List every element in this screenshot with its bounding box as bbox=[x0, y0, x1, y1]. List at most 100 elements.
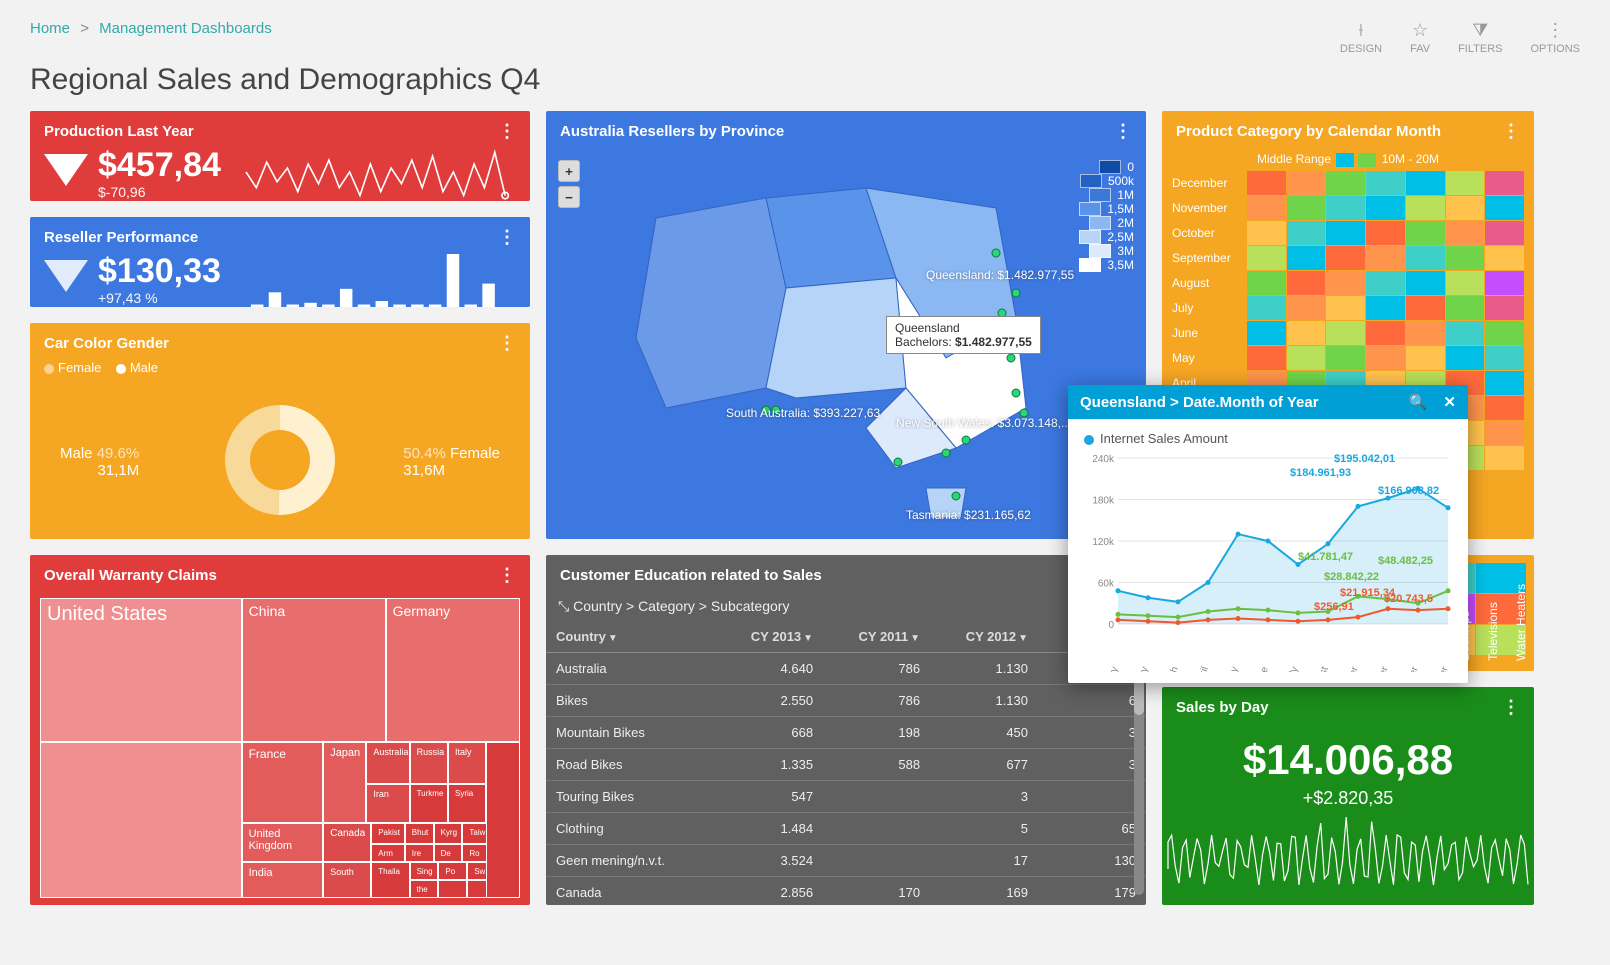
column-header[interactable]: Country▼ bbox=[546, 621, 715, 653]
card-menu-icon[interactable]: ⋮ bbox=[498, 227, 516, 248]
drill-popup: Queensland > Date.Month of Year 🔍 ✕ Inte… bbox=[1068, 385, 1468, 683]
treemap-node[interactable] bbox=[40, 742, 242, 898]
donut-male-label: Male 49.6% 31,1M bbox=[60, 445, 139, 479]
svg-text:120k: 120k bbox=[1092, 537, 1115, 548]
svg-text:$41.781,47: $41.781,47 bbox=[1298, 551, 1353, 563]
toolbar: ⟊DESIGN ☆FAV ⧩FILTERS ⋮OPTIONS bbox=[1340, 20, 1580, 55]
breadcrumb-dashboards[interactable]: Management Dashboards bbox=[99, 20, 272, 37]
treemap-node[interactable]: Pakist bbox=[371, 823, 405, 844]
card-menu-icon[interactable]: ⋮ bbox=[1502, 121, 1520, 142]
treemap-node[interactable]: United Kingdom bbox=[242, 823, 324, 862]
card-sales-by-day: Sales by Day ⋮ $14.006,88 +$2.820,35 bbox=[1162, 687, 1534, 905]
svg-text:August: August bbox=[1310, 665, 1331, 672]
treemap-node[interactable]: Canada bbox=[323, 823, 371, 862]
table-row[interactable]: Australia4.6407861.130156 bbox=[546, 653, 1146, 685]
treemap-node[interactable]: India bbox=[242, 862, 324, 898]
svg-text:$256,91: $256,91 bbox=[1314, 601, 1354, 613]
kpi-delta: +97,43 % bbox=[98, 290, 221, 306]
table-row[interactable]: Clothing1.484565 bbox=[546, 813, 1146, 845]
svg-text:60k: 60k bbox=[1098, 579, 1115, 590]
svg-text:January: January bbox=[1098, 665, 1121, 672]
kpi-value: $457,84 bbox=[98, 148, 221, 182]
treemap-node[interactable]: South bbox=[323, 862, 371, 898]
table-breadcrumb[interactable]: ⤡ Country > Category > Subcategory bbox=[546, 592, 1146, 621]
card-production: Production Last Year ⋮ $457,84 $-70,96 bbox=[30, 111, 530, 201]
search-icon[interactable]: 🔍 bbox=[1409, 394, 1428, 411]
treemap-node[interactable]: Germany bbox=[386, 598, 520, 742]
donut-legend: Female Male bbox=[30, 360, 530, 375]
column-header[interactable]: CY 2011▼ bbox=[823, 621, 930, 653]
column-header[interactable]: CY 2013▼ bbox=[715, 621, 823, 653]
options-button[interactable]: ⋮OPTIONS bbox=[1530, 20, 1580, 55]
sales-value: $14.006,88 bbox=[1172, 736, 1524, 784]
treemap-node[interactable]: Kyrg bbox=[434, 823, 463, 844]
popup-legend: Internet Sales Amount bbox=[1084, 431, 1452, 446]
design-button[interactable]: ⟊DESIGN bbox=[1340, 20, 1382, 55]
breadcrumb-home[interactable]: Home bbox=[30, 20, 70, 37]
treemap[interactable]: United StatesChinaGermany FranceJapanAust… bbox=[40, 598, 520, 898]
treemap-node[interactable]: Russia bbox=[410, 742, 448, 784]
treemap-node[interactable]: Japan bbox=[323, 742, 366, 823]
close-icon[interactable]: ✕ bbox=[1443, 394, 1456, 411]
card-menu-icon[interactable]: ⋮ bbox=[498, 121, 516, 142]
treemap-node[interactable]: the bbox=[410, 880, 439, 898]
treemap-node[interactable]: Sing bbox=[410, 862, 439, 880]
card-menu-icon[interactable]: ⋮ bbox=[1502, 697, 1520, 718]
treemap-node[interactable]: Ire bbox=[405, 844, 434, 862]
treemap-node[interactable]: United States bbox=[40, 598, 242, 742]
svg-text:180k: 180k bbox=[1092, 496, 1115, 507]
treemap-node[interactable]: Syria bbox=[448, 784, 486, 823]
card-menu-icon[interactable]: ⋮ bbox=[498, 565, 516, 586]
card-car-color-gender: Car Color Gender ⋮ Female Male Male 49.6… bbox=[30, 323, 530, 539]
scrollbar[interactable] bbox=[1134, 665, 1144, 895]
treemap-node[interactable] bbox=[486, 742, 520, 898]
table-row[interactable]: Canada2.856170169179 bbox=[546, 877, 1146, 906]
data-table: Country▼CY 2013▼CY 2011▼CY 2012▼CY 2014▼… bbox=[546, 621, 1146, 905]
treemap-node[interactable]: Thaila bbox=[371, 862, 409, 898]
svg-text:240k: 240k bbox=[1092, 454, 1115, 465]
svg-text:September: September bbox=[1334, 665, 1361, 672]
fav-button[interactable]: ☆FAV bbox=[1410, 20, 1430, 55]
sales-sparkline bbox=[1162, 815, 1534, 905]
treemap-node[interactable]: China bbox=[242, 598, 386, 742]
design-icon: ⟊ bbox=[1340, 20, 1382, 41]
card-menu-icon[interactable]: ⋮ bbox=[1114, 121, 1132, 142]
svg-text:0: 0 bbox=[1108, 620, 1114, 631]
treemap-node[interactable]: Iran bbox=[366, 784, 409, 823]
treemap-node[interactable]: Australia bbox=[366, 742, 409, 784]
page-title: Regional Sales and Demographics Q4 bbox=[30, 63, 1580, 97]
card-title: Overall Warranty Claims bbox=[44, 567, 217, 584]
treemap-node[interactable]: Po bbox=[438, 862, 467, 880]
card-title: Reseller Performance bbox=[44, 229, 198, 246]
card-title: Car Color Gender bbox=[44, 335, 169, 352]
filters-button[interactable]: ⧩FILTERS bbox=[1458, 20, 1502, 55]
column-header[interactable]: CY 2012▼ bbox=[930, 621, 1038, 653]
treemap-node[interactable] bbox=[438, 880, 467, 898]
treemap-node[interactable]: Arm bbox=[371, 844, 405, 862]
map-callout: Queensland Bachelors: $1.482.977,55 bbox=[886, 316, 1041, 354]
table-row[interactable]: Geen mening/n.v.t.3.52417130 bbox=[546, 845, 1146, 877]
table-row[interactable]: Touring Bikes5473 bbox=[546, 781, 1146, 813]
treemap-node[interactable]: France bbox=[242, 742, 324, 823]
donut-chart bbox=[205, 385, 355, 535]
table-row[interactable]: Bikes2.5507861.1306 bbox=[546, 685, 1146, 717]
treemap-node[interactable]: Bhut bbox=[405, 823, 434, 844]
svg-text:$195.042,01: $195.042,01 bbox=[1334, 453, 1395, 465]
card-table: Customer Education related to Sales ⋮ ⤡ … bbox=[546, 555, 1146, 905]
filter-icon: ⧩ bbox=[1458, 20, 1502, 41]
svg-text:$28.842,22: $28.842,22 bbox=[1324, 571, 1379, 583]
treemap-node[interactable]: De bbox=[434, 844, 463, 862]
sales-delta: +$2.820,35 bbox=[1172, 788, 1524, 809]
australia-map[interactable] bbox=[566, 158, 1126, 538]
card-title: Sales by Day bbox=[1176, 699, 1269, 716]
card-treemap: Overall Warranty Claims ⋮ United StatesC… bbox=[30, 555, 530, 905]
legend-dot-icon bbox=[44, 364, 54, 374]
table-row[interactable]: Road Bikes1.3355886773 bbox=[546, 749, 1146, 781]
spark-bars bbox=[235, 254, 516, 307]
treemap-node[interactable]: Italy bbox=[448, 742, 486, 784]
table-row[interactable]: Mountain Bikes6681984503 bbox=[546, 717, 1146, 749]
donut-female-label: 50.4% Female 31,6M bbox=[403, 445, 500, 479]
treemap-node[interactable]: Turkme bbox=[410, 784, 448, 823]
card-menu-icon[interactable]: ⋮ bbox=[498, 333, 516, 354]
svg-text:June: June bbox=[1253, 665, 1271, 672]
